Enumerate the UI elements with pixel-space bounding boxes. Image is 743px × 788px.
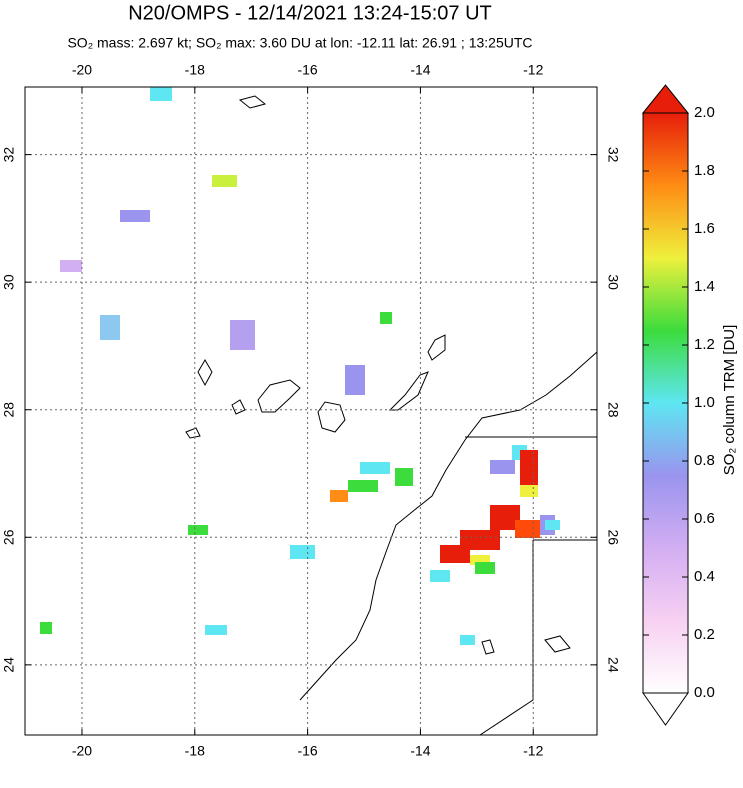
island <box>481 639 495 655</box>
x-tick-label: -20 <box>72 62 92 78</box>
pixel <box>395 468 413 486</box>
pixel <box>430 570 450 582</box>
colorbar-tick-label: 1.2 <box>694 336 715 353</box>
x-tick-label: -12 <box>523 62 543 78</box>
island <box>427 334 446 361</box>
x-tick-label: -20 <box>72 743 92 759</box>
x-tick-label: -16 <box>297 743 317 759</box>
pixel <box>150 87 172 101</box>
colorbar-tick-label: 1.8 <box>694 162 715 179</box>
y-tick-label: 24 <box>605 657 621 673</box>
island <box>185 427 201 439</box>
x-tick-label: -18 <box>185 62 205 78</box>
colorbar-extend-min <box>642 692 689 726</box>
y-tick-label: 26 <box>605 529 621 545</box>
x-tick-label: -14 <box>410 743 430 759</box>
island <box>317 401 346 433</box>
colorbar-tick-label: 1.6 <box>694 220 715 237</box>
pixel <box>290 545 315 559</box>
map-area <box>25 87 597 735</box>
colorbar <box>642 112 689 694</box>
pixel <box>330 490 348 502</box>
colorbar-extend-max <box>641 84 690 114</box>
y-tick-label: 30 <box>1 274 17 290</box>
pixel <box>520 485 538 497</box>
colorbar-tick-label: 2.0 <box>694 104 715 121</box>
pixel <box>490 460 515 474</box>
colorbar-tick-label: 0.0 <box>694 684 715 701</box>
island <box>197 359 213 387</box>
colorbar-tick-label: 0.2 <box>694 626 715 643</box>
pixel <box>515 520 540 538</box>
x-tick-label: -12 <box>523 743 543 759</box>
x-tick-label: -16 <box>297 62 317 78</box>
colorbar-tick-label: 1.4 <box>694 278 715 295</box>
island <box>238 95 267 109</box>
chart-subtitle: SO₂ mass: 2.697 kt; SO₂ max: 3.60 DU at … <box>67 35 532 51</box>
x-tick-label: -14 <box>410 62 430 78</box>
grid <box>25 87 597 735</box>
pixel <box>348 480 378 492</box>
colorbar-tick-label: 0.8 <box>694 452 715 469</box>
map-frame <box>24 86 598 736</box>
pixel <box>212 175 237 187</box>
island <box>257 379 301 413</box>
pixel <box>545 520 560 530</box>
colorbar-label: SO₂ column TRM [DU] <box>721 325 738 476</box>
y-tick-label: 30 <box>605 274 621 290</box>
colorbar-tick-label: 0.6 <box>694 510 715 527</box>
pixel <box>460 635 475 645</box>
pixel <box>100 315 120 340</box>
colorbar-tick-label: 1.0 <box>694 394 715 411</box>
so2-pixels <box>40 87 560 645</box>
island <box>544 635 571 653</box>
pixel <box>205 625 227 635</box>
coastline <box>299 351 598 701</box>
pixel <box>520 450 538 490</box>
island <box>388 371 429 411</box>
y-tick-label: 32 <box>605 147 621 163</box>
pixel <box>188 525 208 535</box>
y-tick-label: 28 <box>605 402 621 418</box>
x-tick-label: -18 <box>185 743 205 759</box>
y-tick-label: 24 <box>1 657 17 673</box>
pixel <box>230 320 255 350</box>
y-tick-label: 28 <box>1 402 17 418</box>
pixel <box>60 260 82 272</box>
pixel <box>475 562 495 574</box>
pixel <box>360 462 390 474</box>
pixel <box>380 312 392 324</box>
pixel <box>470 555 490 565</box>
colorbar-tick-label: 0.4 <box>694 568 715 585</box>
pixel <box>40 622 52 634</box>
pixel <box>120 210 150 222</box>
pixel <box>440 545 470 563</box>
y-tick-label: 26 <box>1 529 17 545</box>
coastlines <box>185 95 598 736</box>
chart-title: N20/OMPS - 12/14/2021 13:24-15:07 UT <box>128 2 492 24</box>
pixel <box>345 365 365 395</box>
y-tick-label: 32 <box>1 147 17 163</box>
